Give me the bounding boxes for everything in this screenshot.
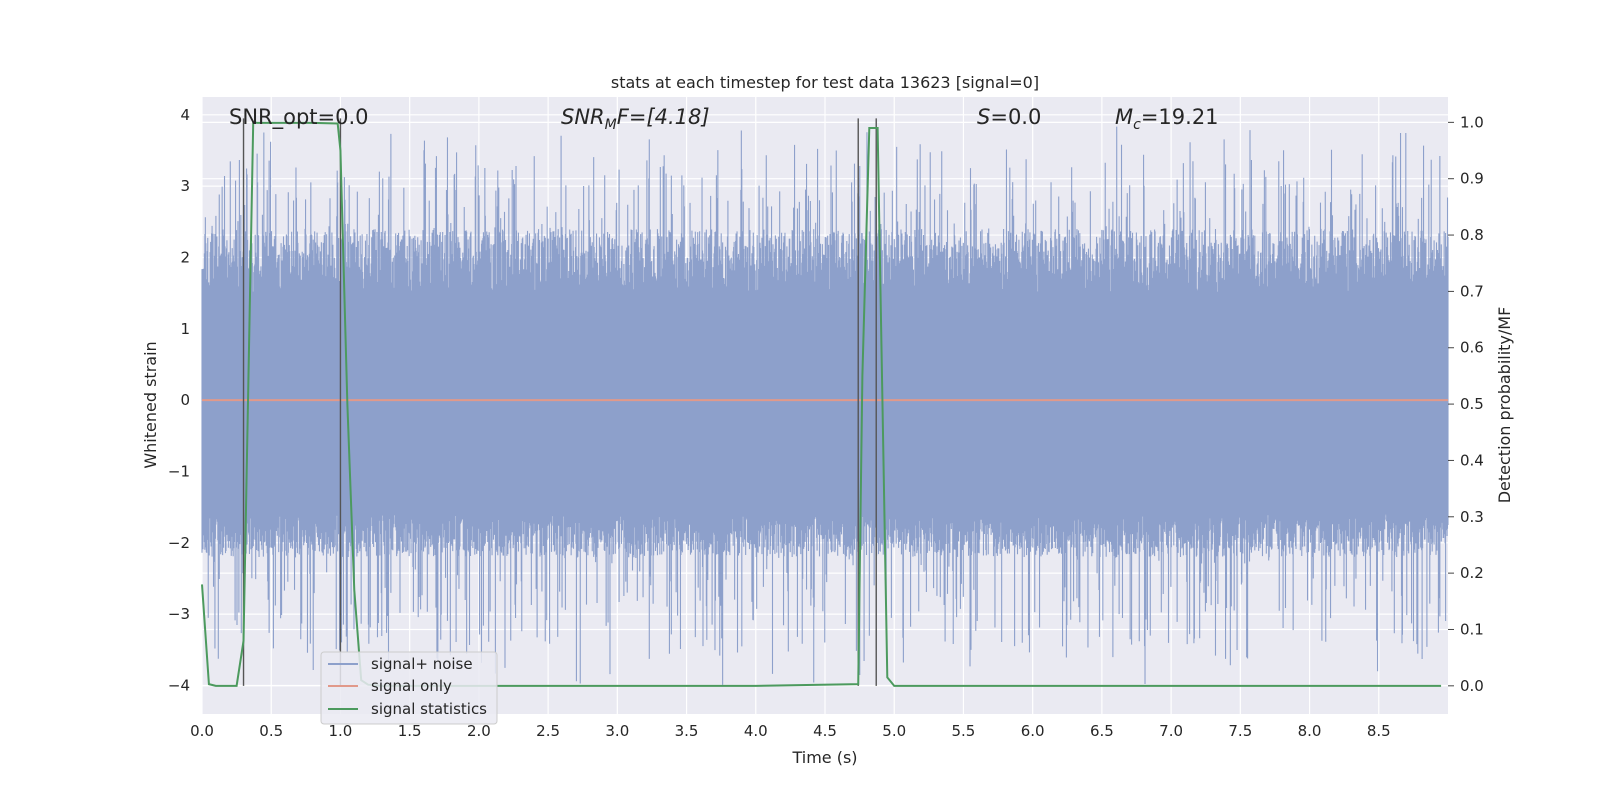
- y-left-tick-label: 3: [180, 177, 190, 195]
- y-left-tick-label: 0: [180, 391, 190, 409]
- y-right-tick-label: 1.0: [1460, 113, 1484, 131]
- y-right-tick-label: 0.6: [1460, 339, 1484, 357]
- y-right-tick-label: 0.5: [1460, 395, 1484, 413]
- y-right-tick-label: 0.3: [1460, 508, 1484, 526]
- y-left-tick-label: −3: [168, 605, 190, 623]
- y-left-tick-label: −4: [168, 676, 190, 694]
- legend-label-signal-only: signal only: [371, 677, 452, 695]
- x-tick-label: 0.0: [190, 722, 214, 740]
- annotation-snr-mf: SNRMF=[4.18]: [561, 105, 710, 133]
- x-tick-label: 4.0: [744, 722, 768, 740]
- x-tick-label: 6.0: [1021, 722, 1045, 740]
- y-left-tick-label: 4: [180, 106, 190, 124]
- signal-noise-series: [201, 126, 1449, 685]
- x-tick-label: 7.0: [1159, 722, 1183, 740]
- y-right-tick-label: 0.7: [1460, 282, 1484, 300]
- y-right-tick-label: 0.8: [1460, 226, 1484, 244]
- y-right-tick-label: 0.9: [1460, 170, 1484, 188]
- y-left-tick-label: −1: [168, 462, 190, 480]
- x-axis-label: Time (s): [791, 748, 857, 767]
- legend-label-signal-statistics: signal statistics: [371, 700, 487, 718]
- annotation-s: S=0.0: [977, 105, 1041, 129]
- annotation-s-rest: =0.0: [990, 105, 1041, 129]
- y-left-tick-label: 1: [180, 320, 190, 338]
- x-tick-label: 4.5: [813, 722, 837, 740]
- annotation-snr-opt: SNR_opt=0.0: [229, 105, 369, 130]
- x-tick-label: 5.5: [952, 722, 976, 740]
- y-right-tick-label: 0.1: [1460, 620, 1484, 638]
- y-left-tick-label: 2: [180, 248, 190, 266]
- x-axis-ticks: 0.0 0.5 1.0 1.5 2.0 2.5 3.0 3.5 4.0 4.5 5.0 5.5 6.0 6…: [190, 722, 1391, 740]
- y-left-axis-ticks: −4 −3 −2 −1 0 1 2 3 4: [168, 106, 190, 695]
- x-tick-label: 8.5: [1367, 722, 1391, 740]
- legend-label-signal-noise: signal+ noise: [371, 655, 473, 673]
- y-right-axis-label: Detection probability/MF: [1495, 307, 1514, 504]
- x-tick-label: 8.0: [1298, 722, 1322, 740]
- y-right-tick-label: 0.0: [1460, 677, 1484, 695]
- legend: signal+ noise signal only signal statist…: [320, 651, 498, 725]
- annotation-snr-mf-sub: M: [605, 117, 617, 133]
- y-right-axis-ticks: 0.0 0.1 0.2 0.3 0.4 0.5 0.6 0.7 0.8 0.9 1.0: [1448, 113, 1484, 695]
- annotation-mc-rest: =19.21: [1141, 105, 1219, 129]
- chart-title: stats at each timestep for test data 136…: [611, 73, 1039, 92]
- x-tick-label: 6.5: [1090, 722, 1114, 740]
- annotation-mc-sub: c: [1133, 117, 1141, 133]
- y-left-axis-label: Whitened strain: [141, 341, 160, 468]
- legend-box: [320, 651, 498, 725]
- x-tick-label: 7.5: [1228, 722, 1252, 740]
- x-tick-label: 5.0: [882, 722, 906, 740]
- y-right-tick-label: 0.4: [1460, 451, 1484, 469]
- x-tick-label: 2.5: [536, 722, 560, 740]
- x-tick-label: 1.0: [329, 722, 353, 740]
- x-tick-label: 1.5: [398, 722, 422, 740]
- y-right-tick-label: 0.2: [1460, 564, 1484, 582]
- y-left-tick-label: −2: [168, 534, 190, 552]
- x-tick-label: 3.5: [675, 722, 699, 740]
- annotation-mc-main: M: [1115, 105, 1133, 129]
- annotation-snr-mf-main: SNR: [561, 105, 605, 129]
- x-tick-label: 3.0: [605, 722, 629, 740]
- annotation-mc: Mc=19.21: [1115, 105, 1219, 133]
- annotation-s-main: S: [977, 105, 990, 129]
- annotation-snr-mf-rest: F=[4.18]: [617, 105, 710, 129]
- x-tick-label: 2.0: [467, 722, 491, 740]
- x-tick-label: 0.5: [259, 722, 283, 740]
